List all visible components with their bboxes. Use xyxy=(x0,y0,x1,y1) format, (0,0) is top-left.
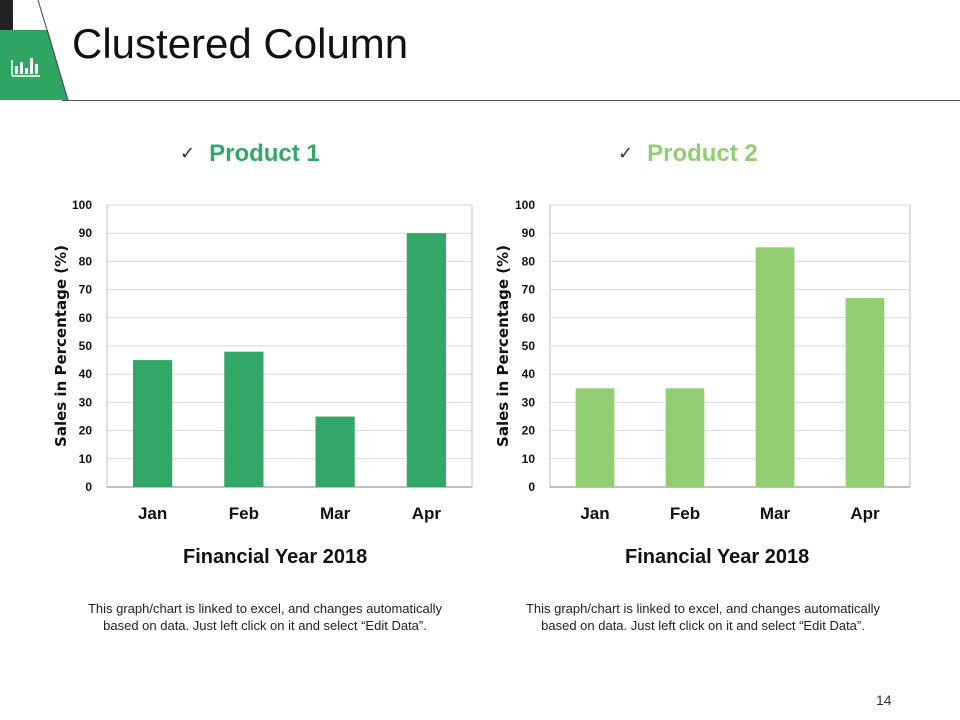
x-tick-label: Mar xyxy=(320,504,351,523)
x-tick-label: Mar xyxy=(760,504,791,523)
x-tick-label: Apr xyxy=(850,504,880,523)
y-axis-title: Sales in Percentage (%) xyxy=(494,245,512,447)
x-tick-label: Feb xyxy=(229,504,259,523)
y-axis-title: Sales in Percentage (%) xyxy=(52,245,70,447)
product-1-note: This graph/chart is linked to excel, and… xyxy=(87,601,443,633)
product-2-note: This graph/chart is linked to excel, and… xyxy=(525,601,881,633)
y-tick-label: 0 xyxy=(85,480,92,494)
y-tick-label: 80 xyxy=(522,254,536,268)
x-tick-label: Jan xyxy=(580,504,609,523)
y-tick-label: 50 xyxy=(522,339,536,353)
product-2-heading: ✓ Product 2 xyxy=(618,140,758,172)
y-tick-label: 100 xyxy=(515,198,535,212)
header-dark-tab xyxy=(0,0,13,30)
bar-jan[interactable] xyxy=(133,360,173,487)
y-tick-label: 30 xyxy=(79,395,93,409)
product-2-chart[interactable]: 0 10 20 30 40 50 60 70 80 90 100 Jan Feb Mar Apr Sales … xyxy=(480,192,960,532)
title-divider xyxy=(62,100,960,101)
product-1-chart[interactable]: 0 10 20 30 40 50 60 70 80 90 100 Jan Feb Mar Apr Sales … xyxy=(0,192,480,532)
x-tick-label: Jan xyxy=(138,504,167,523)
product-2-x-axis-title: Financial Year 2018 xyxy=(625,546,810,568)
y-tick-label: 20 xyxy=(79,424,93,438)
y-tick-label: 80 xyxy=(79,254,93,268)
product-2-label: Product 2 xyxy=(647,140,758,167)
y-tick-label: 20 xyxy=(522,424,536,438)
product-1-heading: ✓ Product 1 xyxy=(180,140,320,172)
x-tick-label: Apr xyxy=(412,504,442,523)
y-tick-label: 40 xyxy=(522,367,536,381)
page-number: 14 xyxy=(876,692,892,708)
bar-mar[interactable] xyxy=(755,247,795,487)
header-badge xyxy=(0,0,70,102)
bar-apr[interactable] xyxy=(406,233,446,487)
y-tick-label: 40 xyxy=(79,367,93,381)
bar-chart-icon xyxy=(11,58,40,77)
checkmark-icon: ✓ xyxy=(618,143,634,163)
y-tick-label: 30 xyxy=(522,395,536,409)
bar-feb[interactable] xyxy=(665,388,705,487)
y-tick-label: 60 xyxy=(79,311,93,325)
y-tick-label: 50 xyxy=(79,339,93,353)
bar-apr[interactable] xyxy=(845,298,885,487)
page-title: Clustered Column xyxy=(72,20,409,67)
x-tick-label: Feb xyxy=(670,504,700,523)
y-tick-label: 70 xyxy=(79,283,93,297)
y-tick-label: 0 xyxy=(528,480,535,494)
y-tick-label: 70 xyxy=(522,283,536,297)
y-tick-label: 100 xyxy=(72,198,92,212)
y-tick-label: 90 xyxy=(522,226,536,240)
y-tick-label: 90 xyxy=(79,226,93,240)
bar-jan[interactable] xyxy=(575,388,615,487)
y-tick-label: 10 xyxy=(79,452,93,466)
bar-mar[interactable] xyxy=(315,416,355,488)
product-1-label: Product 1 xyxy=(209,140,320,167)
product-1-x-axis-title: Financial Year 2018 xyxy=(183,546,368,568)
bar-feb[interactable] xyxy=(224,351,264,487)
y-tick-label: 60 xyxy=(522,311,536,325)
checkmark-icon: ✓ xyxy=(180,143,196,163)
y-tick-label: 10 xyxy=(522,452,536,466)
